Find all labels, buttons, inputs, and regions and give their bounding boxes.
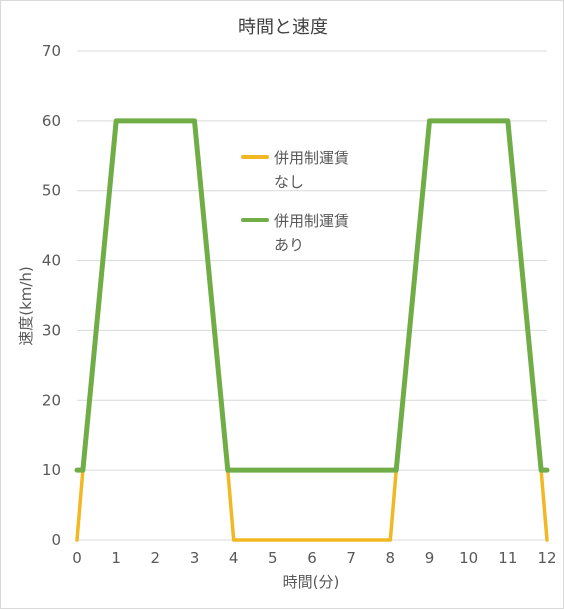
legend-label-2-line-1: 併用制運賃	[274, 212, 349, 230]
chart-title: 時間と速度	[238, 17, 328, 38]
x-tick-label-2: 2	[151, 549, 161, 567]
x-tick-label-3: 3	[190, 549, 200, 567]
x-tick-label-8: 8	[386, 549, 396, 567]
y-tick-label-70: 70	[42, 42, 61, 60]
x-tick-label-9: 9	[425, 549, 435, 567]
y-tick-label-0: 0	[51, 531, 61, 549]
x-tick-label-11: 11	[498, 549, 517, 567]
gridlines	[77, 50, 547, 541]
x-tick-labels: 0 1 2 3 4 5 6 7 8 9 10 11 12	[72, 549, 556, 567]
x-tick-label-7: 7	[346, 549, 356, 567]
y-tick-label-60: 60	[42, 112, 61, 130]
legend-label-2-line-2: あり	[274, 236, 304, 254]
x-tick-label-5: 5	[268, 549, 278, 567]
x-tick-label-6: 6	[307, 549, 317, 567]
y-tick-label-10: 10	[42, 461, 61, 479]
x-axis-title: 時間(分)	[283, 573, 340, 591]
y-tick-label-30: 30	[42, 321, 61, 339]
x-tick-label-12: 12	[537, 549, 556, 567]
x-tick-label-4: 4	[229, 549, 239, 567]
series-line-2	[74, 118, 550, 473]
legend-label-1-line-1: 併用制運賃	[274, 149, 349, 167]
y-tick-label-50: 50	[42, 182, 61, 200]
y-tick-labels: 0 10 20 30 40 50 60 70	[42, 42, 61, 549]
x-tick-label-10: 10	[459, 549, 478, 567]
series-layer	[74, 118, 550, 542]
x-tick-label-1: 1	[111, 549, 121, 567]
y-axis-title: 速度(km/h)	[17, 266, 35, 346]
y-tick-label-40: 40	[42, 252, 61, 270]
y-tick-label-20: 20	[42, 391, 61, 409]
x-tick-label-0: 0	[72, 549, 82, 567]
legend-label-1-line-2: なし	[274, 173, 304, 191]
